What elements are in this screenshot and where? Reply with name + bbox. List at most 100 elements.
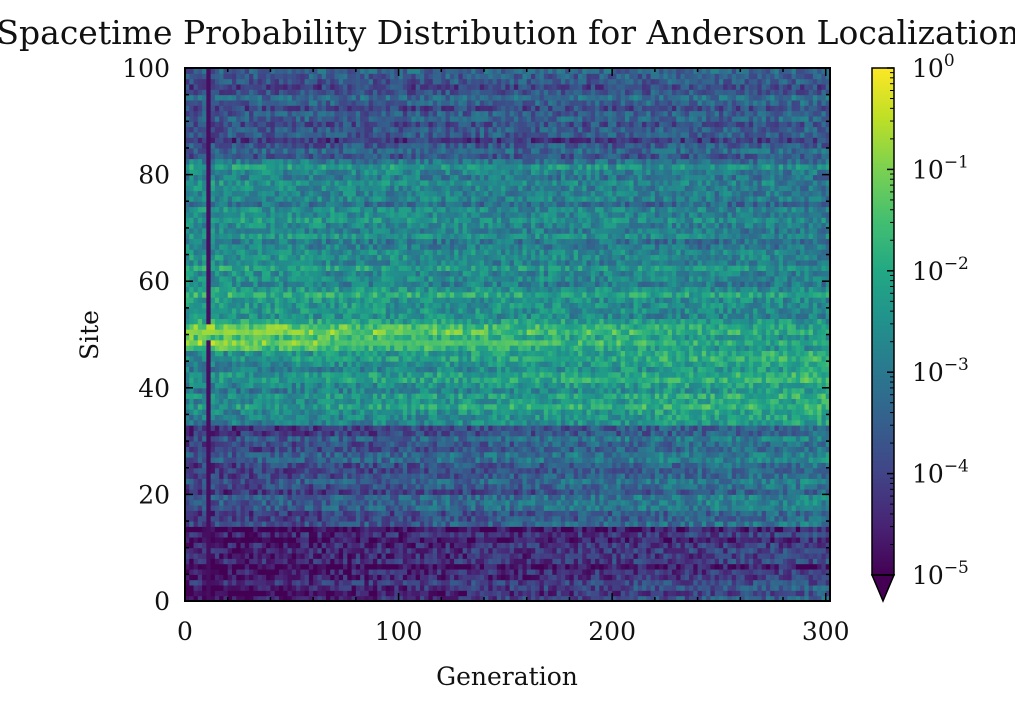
heatmap-cell (428, 516, 433, 522)
heatmap-cell (292, 542, 297, 548)
heatmap-cell (702, 457, 707, 463)
heatmap-cell (723, 580, 728, 586)
heatmap-cell (663, 484, 668, 490)
heatmap-cell (381, 478, 386, 484)
heatmap-cell (757, 516, 762, 522)
heatmap-cell (424, 542, 429, 548)
heatmap-cell (604, 574, 609, 580)
heatmap-cell (433, 558, 438, 564)
heatmap-cell (604, 569, 609, 575)
heatmap-cell (727, 585, 732, 591)
heatmap-cell (223, 558, 228, 564)
heatmap-cell (527, 484, 532, 490)
heatmap-cell (616, 436, 621, 442)
heatmap-cell (288, 436, 293, 442)
heatmap-cell (774, 436, 779, 442)
heatmap-cell (514, 590, 519, 596)
heatmap-cell (411, 430, 416, 436)
heatmap-cell (407, 537, 412, 543)
heatmap-cell (364, 574, 369, 580)
heatmap-cell (672, 553, 677, 559)
heatmap-cell (471, 457, 476, 463)
heatmap-cell (638, 468, 643, 474)
heatmap-cell (655, 558, 660, 564)
heatmap-cell (399, 500, 404, 506)
heatmap-cell (685, 462, 690, 468)
heatmap-cell (655, 569, 660, 575)
heatmap-cell (356, 510, 361, 516)
heatmap-cell (557, 436, 562, 442)
heatmap-cell (634, 500, 639, 506)
heatmap-cell (377, 484, 382, 490)
heatmap-cell (809, 574, 814, 580)
heatmap-cell (527, 505, 532, 511)
heatmap-cell (189, 574, 194, 580)
heatmap-cell (634, 478, 639, 484)
heatmap-cell (535, 468, 540, 474)
heatmap-cell (557, 585, 562, 591)
heatmap-cell (693, 489, 698, 495)
heatmap-cell (446, 441, 451, 447)
heatmap-cell (266, 564, 271, 570)
heatmap-cell (719, 473, 724, 479)
heatmap-cell (407, 473, 412, 479)
heatmap-cell (809, 537, 814, 543)
heatmap-cell (484, 425, 489, 431)
heatmap-cell (364, 473, 369, 479)
heatmap-cell (552, 478, 557, 484)
heatmap-cell (309, 564, 314, 570)
heatmap-cell (326, 436, 331, 442)
heatmap-cell (202, 510, 207, 516)
heatmap-cell (279, 478, 284, 484)
heatmap-cell (467, 532, 472, 538)
heatmap-cell (646, 489, 651, 495)
heatmap-cell (275, 500, 280, 506)
heatmap-cell (424, 468, 429, 474)
heatmap-cell (228, 516, 233, 522)
heatmap-cell (279, 542, 284, 548)
heatmap-cell (330, 457, 335, 463)
heatmap-cell (360, 452, 365, 458)
heatmap-cell (480, 505, 485, 511)
heatmap-cell (569, 526, 574, 532)
heatmap-cell (420, 516, 425, 522)
heatmap-cell (535, 521, 540, 527)
heatmap-cell (424, 548, 429, 554)
heatmap-cell (202, 489, 207, 495)
heatmap-cell (710, 452, 715, 458)
heatmap-cell (753, 548, 758, 554)
heatmap-cell (279, 441, 284, 447)
heatmap-cell (510, 580, 515, 586)
heatmap-cell (574, 521, 579, 527)
heatmap-cell (467, 462, 472, 468)
heatmap-cell (480, 590, 485, 596)
heatmap-cell (757, 580, 762, 586)
heatmap-cell (219, 510, 224, 516)
heatmap-cell (510, 500, 515, 506)
heatmap-cell (646, 500, 651, 506)
heatmap-cell (638, 510, 643, 516)
heatmap-cell (249, 569, 254, 575)
heatmap-cell (719, 516, 724, 522)
heatmap-cell (591, 468, 596, 474)
heatmap-cell (262, 548, 267, 554)
heatmap-cell (672, 441, 677, 447)
heatmap-cell (689, 542, 694, 548)
heatmap-cell (194, 542, 199, 548)
heatmap-cell (454, 441, 459, 447)
heatmap-cell (403, 542, 408, 548)
heatmap-cell (424, 510, 429, 516)
heatmap-cell (599, 494, 604, 500)
heatmap-cell (719, 430, 724, 436)
heatmap-cell (710, 478, 715, 484)
heatmap-cell (369, 526, 374, 532)
heatmap-cell (202, 521, 207, 527)
heatmap-cell (715, 548, 720, 554)
heatmap-cell (356, 553, 361, 559)
heatmap-cell (228, 494, 233, 500)
heatmap-cell (253, 553, 258, 559)
heatmap-cell (715, 558, 720, 564)
heatmap-cell (578, 590, 583, 596)
heatmap-cell (574, 462, 579, 468)
heatmap-cell (493, 473, 498, 479)
